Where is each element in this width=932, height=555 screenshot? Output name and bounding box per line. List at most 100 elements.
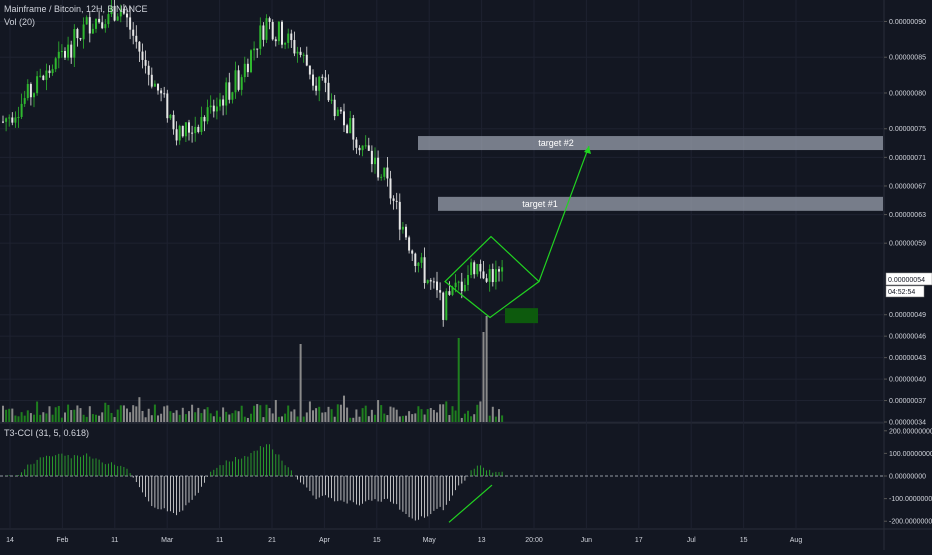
candle-body bbox=[457, 281, 460, 283]
target-label: target #2 bbox=[538, 138, 574, 148]
candle-body bbox=[339, 109, 342, 112]
candle-body bbox=[380, 176, 383, 178]
price-tick-label: 0.00000037 bbox=[889, 398, 926, 405]
volume-bar bbox=[470, 416, 473, 422]
price-tick-label: 0.00000090 bbox=[889, 19, 926, 26]
candle-body bbox=[287, 33, 290, 43]
candle-body bbox=[11, 117, 14, 123]
volume-bar bbox=[166, 405, 169, 422]
candle-body bbox=[14, 117, 17, 123]
volume-bar bbox=[110, 412, 113, 422]
volume-bar bbox=[8, 408, 11, 422]
volume-bar bbox=[14, 415, 17, 422]
candle-body bbox=[178, 125, 181, 141]
price-tick-label: 0.00000034 bbox=[889, 420, 926, 427]
candle-body bbox=[395, 200, 398, 202]
candle-body bbox=[231, 92, 234, 100]
candle-body bbox=[33, 93, 35, 98]
candle-body bbox=[442, 292, 445, 320]
candle-body bbox=[29, 84, 32, 98]
volume-bar bbox=[60, 417, 63, 422]
volume-bar bbox=[439, 404, 442, 422]
candle-body bbox=[160, 90, 163, 94]
volume-bar bbox=[321, 412, 324, 422]
volume-bar bbox=[26, 410, 29, 422]
volume-bar bbox=[358, 416, 361, 422]
volume-bar bbox=[460, 417, 463, 422]
volume-bar bbox=[324, 412, 327, 422]
volume-bar bbox=[405, 415, 407, 422]
volume-bar bbox=[401, 415, 404, 422]
candle-body bbox=[237, 70, 240, 90]
volume-bar bbox=[45, 413, 48, 422]
volume-bar bbox=[113, 417, 116, 422]
candle-body bbox=[451, 287, 454, 295]
volume-bar bbox=[135, 406, 138, 422]
candle-body bbox=[330, 99, 333, 101]
volume-bar bbox=[85, 416, 88, 422]
volume-bar bbox=[414, 413, 417, 422]
candle-body bbox=[70, 44, 73, 58]
price-tick-label: 0.00000067 bbox=[889, 183, 926, 190]
volume-bar bbox=[64, 412, 66, 422]
volume-bar bbox=[191, 404, 194, 422]
volume-bar bbox=[250, 413, 252, 422]
candle-body bbox=[343, 111, 345, 126]
volume-bar bbox=[426, 409, 429, 422]
candle-body bbox=[467, 274, 469, 285]
volume-bar bbox=[91, 414, 94, 422]
volume-bar bbox=[476, 404, 479, 422]
stop-box bbox=[505, 308, 538, 324]
candle-body bbox=[312, 74, 314, 86]
candle-body bbox=[153, 83, 156, 87]
candle-body bbox=[141, 51, 144, 60]
candle-body bbox=[225, 82, 228, 106]
candle-body bbox=[222, 99, 225, 106]
volume-bar bbox=[51, 414, 54, 422]
volume-bar bbox=[479, 401, 482, 422]
candle-body bbox=[184, 122, 187, 137]
volume-bar bbox=[442, 404, 445, 422]
volume-bar bbox=[48, 406, 51, 422]
volume-bar bbox=[482, 332, 485, 422]
volume-bar bbox=[293, 409, 296, 422]
volume-bar bbox=[315, 408, 318, 422]
candle-body bbox=[234, 70, 237, 93]
volume-bar bbox=[219, 416, 221, 422]
candle-body bbox=[473, 262, 476, 275]
volume-bar bbox=[274, 399, 277, 422]
volume-bar bbox=[485, 316, 488, 422]
volume-bar bbox=[411, 414, 414, 422]
volume-bar bbox=[374, 414, 376, 422]
volume-bar bbox=[389, 406, 392, 422]
symbol-title: Mainframe / Bitcoin, 12H, BINANCE bbox=[4, 4, 148, 14]
candle-body bbox=[163, 93, 166, 95]
candle-body bbox=[104, 24, 107, 29]
candle-body bbox=[392, 198, 395, 201]
candle-body bbox=[26, 84, 29, 99]
volume-bar bbox=[367, 416, 370, 422]
candle-body bbox=[358, 147, 361, 151]
time-tick-label: 13 bbox=[478, 537, 486, 544]
candle-body bbox=[42, 75, 45, 80]
last-price-label: 0.00000054 bbox=[888, 277, 925, 284]
candle-body bbox=[361, 145, 364, 151]
volume-bar bbox=[451, 406, 454, 422]
candle-body bbox=[5, 118, 8, 122]
candle-body bbox=[95, 18, 97, 29]
candle-body bbox=[51, 69, 54, 74]
candle-body bbox=[423, 257, 426, 284]
volume-bar bbox=[188, 411, 190, 422]
candle-body bbox=[352, 118, 355, 140]
volume-bar bbox=[336, 404, 339, 422]
target-band bbox=[418, 136, 883, 151]
price-tick-label: 0.00000059 bbox=[889, 241, 926, 248]
volume-bar bbox=[178, 414, 181, 422]
candle-body bbox=[166, 93, 169, 119]
candle-body bbox=[436, 281, 438, 291]
candle-body bbox=[85, 17, 88, 25]
volume-bar bbox=[333, 416, 336, 422]
